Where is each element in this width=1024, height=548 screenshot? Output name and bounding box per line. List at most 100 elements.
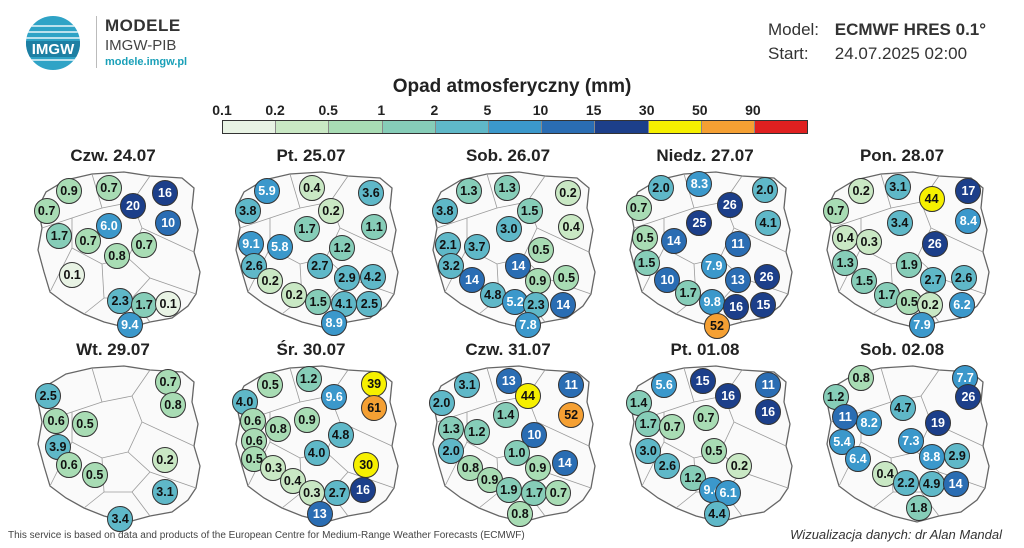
precip-value-marker: 2.7	[306, 253, 333, 279]
day-title: Śr. 30.07	[276, 340, 346, 359]
precip-value-marker: 0.5	[527, 236, 554, 263]
precip-value-marker: 2.0	[752, 176, 778, 203]
precip-value-marker: 3.0	[495, 215, 522, 242]
precip-value-marker: 1.2	[329, 235, 356, 261]
poland-map: 2.5 0.7 0.8 0.6 0.5 3.9 0.6 0.2 0.5 3.1 3.4	[32, 362, 202, 532]
legend-tick-label: 90	[745, 102, 761, 118]
precip-value-marker: 30	[353, 451, 380, 478]
legend-swatch	[701, 121, 755, 133]
precip-value-marker: 3.4	[886, 209, 913, 236]
precip-value-marker: 0.7	[659, 414, 686, 440]
day-title: Pon. 28.07	[859, 146, 945, 165]
precip-value-marker: 25	[686, 209, 713, 236]
precip-value-marker: 0.1	[59, 262, 86, 288]
precip-value-marker: 0.2	[318, 197, 344, 224]
legend-swatch	[648, 121, 702, 133]
precip-value-marker: 2.9	[944, 442, 971, 469]
precip-value-marker: 16	[755, 399, 782, 425]
precip-value-marker: 0.6	[43, 408, 70, 434]
precip-value-marker: 1.2	[680, 465, 706, 491]
precip-value-marker: 3.4	[107, 505, 134, 532]
legend-tick-label: 0.1	[212, 102, 232, 118]
imgw-logo-icon: IMGW	[26, 16, 80, 70]
precip-value-marker: 1.9	[495, 477, 522, 503]
precip-value-marker: 14	[660, 227, 687, 254]
precip-value-marker: 0.9	[476, 466, 503, 493]
poland-map: 1.3 1.3 0.2 3.8 1.5 0.4 3.0 2.1 3.7 0.5 3.2 14 14 0.9…	[427, 168, 597, 338]
precip-value-marker: 0.7	[131, 232, 158, 258]
precip-value-marker: 16	[715, 382, 742, 409]
precip-value-marker: 11	[832, 403, 859, 430]
legend-swatch	[276, 121, 330, 133]
precipitation-legend: 0.1 0.2 0.5 1 2 5 10 15 30 50 90	[212, 102, 808, 136]
precip-value-marker: 16	[152, 179, 178, 206]
precip-value-marker: 7.9	[700, 253, 727, 279]
precip-value-marker: 17	[955, 178, 982, 204]
precip-value-marker: 26	[716, 191, 743, 218]
precip-value-marker: 26	[921, 230, 948, 257]
forecast-day-panel: Niedz. 27.07 2.0 8.3 2.0 0.7 26 25 4.1 0.5 14 11 1.…	[610, 146, 800, 339]
precip-value-marker: 3.7	[463, 233, 490, 260]
precip-value-marker: 0.8	[848, 364, 875, 391]
day-title: Pt. 25.07	[276, 146, 346, 165]
precip-value-marker: 8.4	[955, 208, 982, 234]
precip-value-marker: 4.1	[330, 290, 357, 317]
precip-value-marker: 0.7	[625, 194, 652, 221]
precip-value-marker: 2.5	[35, 382, 62, 409]
precip-value-marker: 20	[120, 193, 146, 219]
precip-value-marker: 1.5	[851, 268, 878, 294]
precip-value-marker: 5.8	[266, 233, 293, 260]
precip-value-marker: 3.1	[885, 173, 911, 200]
precip-value-marker: 0.8	[160, 391, 186, 418]
poland-map: 0.8 7.7 1.2 26 4.7 11 8.2 19 5.4 7.3 6.4 8.8 2.9 0.4 2…	[821, 362, 991, 532]
forecast-day-panel: Pt. 25.07 5.9 0.4 3.6 3.8 0.2 1.7 1.1 9.1 5.8 1.2 2…	[216, 146, 406, 336]
author-credit: Wizualizacja danych: dr Alan Mandal	[790, 527, 1002, 542]
day-title: Wt. 29.07	[76, 340, 150, 359]
poland-map: 0.9 0.7 16 0.7 20 6.0 10 1.7 0.7 0.7 0.8 0.1 2.3 1.7 0…	[32, 168, 202, 338]
precip-value-marker: 7.3	[897, 427, 924, 454]
poland-map: 5.9 0.4 3.6 3.8 0.2 1.7 1.1 9.1 5.8 1.2 2.6 2.7 0.2 2…	[230, 168, 400, 338]
forecast-day-panel: Pt. 01.08 5.6 15 11 16 1.4 16 1.7 0.7 0.7 3.0 0.5 2.…	[610, 340, 800, 530]
poland-map: 5.6 15 11 16 1.4 16 1.7 0.7 0.7 3.0 0.5 2.6 0.2 1.2 9.…	[624, 362, 794, 532]
model-label: Model:	[768, 20, 820, 39]
precip-value-marker: 1.7	[675, 280, 702, 306]
precip-value-marker: 3.0	[635, 438, 662, 464]
legend-swatch	[754, 121, 808, 133]
legend-swatch	[223, 121, 277, 133]
legend-swatch	[329, 121, 383, 133]
precip-value-marker: 4.4	[704, 501, 730, 527]
model-value: ECMWF HRES 0.1°	[834, 20, 987, 39]
model-info: Model: ECMWF HRES 0.1° Start: 24.07.2025…	[768, 18, 986, 66]
precip-value-marker: 2.6	[654, 453, 681, 479]
precip-value-marker: 4.0	[303, 439, 330, 466]
day-title: Czw. 24.07	[70, 146, 156, 165]
precip-value-marker: 1.2	[463, 418, 490, 445]
legend-tick-label: 10	[532, 102, 549, 118]
precip-value-marker: 1.3	[832, 250, 859, 276]
legend-tick-label: 1	[377, 102, 386, 118]
precip-value-marker: 26	[955, 384, 982, 410]
precip-value-marker: 4.1	[755, 209, 782, 236]
precip-value-marker: 0.4	[558, 214, 585, 240]
precip-value-marker: 6.0	[96, 212, 122, 239]
legend-swatch	[488, 121, 543, 133]
day-title: Sob. 02.08	[859, 340, 945, 359]
precip-value-marker: 11	[724, 230, 751, 257]
precip-value-marker: 0.2	[257, 268, 284, 294]
precip-value-marker: 9.8	[699, 289, 726, 315]
day-title: Niedz. 27.07	[656, 146, 754, 165]
precip-value-marker: 0.5	[700, 438, 727, 464]
precip-value-marker: 4.8	[327, 421, 354, 448]
precip-value-marker: 1.7	[46, 223, 73, 249]
precip-value-marker: 5.9	[254, 178, 280, 204]
precip-value-marker: 1.3	[438, 415, 465, 442]
precip-value-marker: 19	[925, 409, 951, 436]
precip-value-marker: 8.9	[321, 310, 348, 336]
precip-value-marker: 1.5	[633, 250, 660, 276]
precip-value-marker: 0.7	[822, 197, 849, 224]
legend-swatch	[382, 121, 436, 133]
brand-name: MODELE	[105, 16, 181, 35]
brand-org: IMGW-PIB	[105, 37, 177, 54]
precip-value-marker: 0.2	[281, 281, 308, 308]
brand-url[interactable]: modele.imgw.pl	[105, 56, 188, 68]
